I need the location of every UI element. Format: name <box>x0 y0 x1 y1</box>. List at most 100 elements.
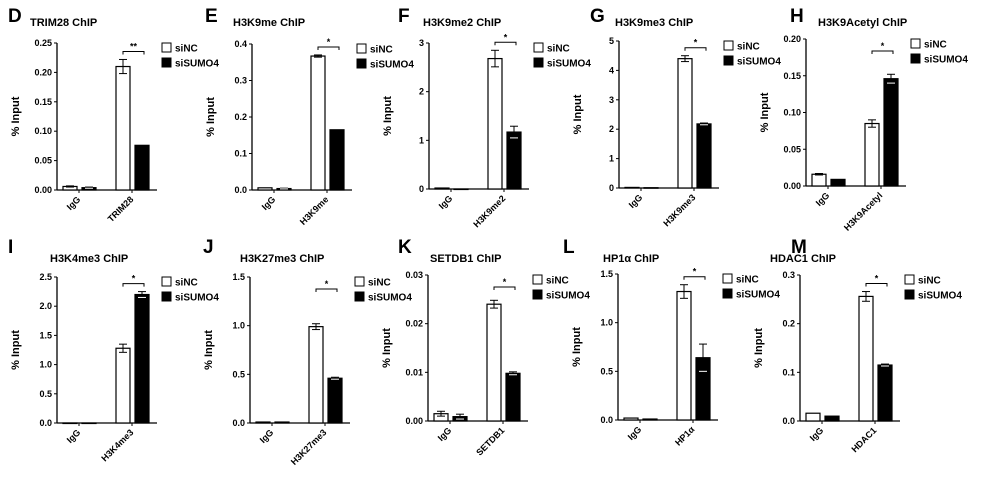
legend-label: siNC <box>546 276 569 287</box>
x-tick-label: IgG <box>808 425 826 443</box>
significance-bracket <box>871 50 894 54</box>
bar-siNC <box>624 186 640 189</box>
panel-letter: H <box>790 6 804 27</box>
legend-swatch-siNC <box>533 42 544 53</box>
y-tick-label: 0.4 <box>234 39 247 49</box>
y-axis-label: % Input <box>382 96 394 136</box>
chart-title: H3K4me3 ChIP <box>50 253 128 265</box>
chart-panel-H: H H3K9Acetyl ChIP 0.00 0.05 0.10 0.15 0.20 % In… <box>759 6 968 233</box>
significance-marker: * <box>504 32 508 42</box>
bar-siSUMO4 <box>696 123 712 189</box>
y-axis-label: % Input <box>10 330 22 370</box>
legend-swatch-siSUMO4 <box>532 289 543 300</box>
panel-letter: D <box>8 6 22 27</box>
bar-siSUMO4 <box>643 187 659 189</box>
x-tick-label: HDAC1 <box>849 425 878 454</box>
panel-letter: M <box>791 237 807 258</box>
x-tick-label: IgG <box>65 194 83 212</box>
legend-swatch-siNC <box>722 273 733 284</box>
x-tick-label: IgG <box>626 424 644 442</box>
legend-swatch-siSUMO4 <box>910 53 921 64</box>
y-tick-label: 0.10 <box>783 108 801 118</box>
y-tick-label: 4 <box>609 65 614 75</box>
y-tick-label: 0.02 <box>405 319 423 329</box>
legend-swatch-siNC <box>161 276 172 287</box>
bar-siNC <box>255 421 271 424</box>
bar-siNC <box>257 187 273 191</box>
legend-swatch-siSUMO4 <box>161 57 172 68</box>
bar-siSUMO4 <box>505 372 521 422</box>
y-tick-label: 0.2 <box>782 319 795 329</box>
panel-letter: L <box>563 237 575 258</box>
panel-letter: F <box>398 6 410 27</box>
y-tick-label: 0.20 <box>783 34 801 44</box>
bar-siNC <box>676 290 692 421</box>
bar-siNC <box>310 55 326 191</box>
y-tick-label: 2 <box>609 124 614 134</box>
y-axis-label: % Input <box>571 327 583 367</box>
bar-siSUMO4 <box>134 293 150 424</box>
legend-label: siNC <box>547 44 570 55</box>
x-tick-label: H3K9me <box>298 194 331 227</box>
legend-label: siSUMO4 <box>368 293 412 304</box>
bar-siSUMO4 <box>134 144 150 191</box>
significance-bracket <box>315 288 338 292</box>
y-tick-label: 0.5 <box>39 389 52 399</box>
y-tick-label: 0.00 <box>405 416 423 426</box>
chart-panel-E: E H3K9me ChIP 0.0 0.1 0.2 0.3 0.4 % Input IgG H3K… <box>205 6 414 227</box>
y-tick-label: 0.3 <box>782 270 795 280</box>
chart-title: HDAC1 ChIP <box>770 253 836 265</box>
chart-title: H3K9me2 ChIP <box>423 17 501 29</box>
y-tick-label: 2 <box>419 87 424 97</box>
y-tick-label: 1.0 <box>39 360 52 370</box>
legend-label: siNC <box>368 278 391 289</box>
legend-swatch-siNC <box>356 43 367 54</box>
significance-marker: * <box>132 274 136 284</box>
x-tick-label: H3K9Acetyl <box>842 190 884 232</box>
legend-swatch-siSUMO4 <box>161 291 172 302</box>
y-tick-label: 0.1 <box>782 367 795 377</box>
x-tick-label: H3K4me3 <box>99 427 135 463</box>
significance-marker: * <box>325 279 329 289</box>
significance-bracket <box>122 50 145 55</box>
significance-marker: * <box>881 41 885 51</box>
x-tick-label: HP1α <box>673 424 697 448</box>
bar-siSUMO4 <box>453 188 469 191</box>
legend-swatch-siNC <box>161 42 172 53</box>
x-tick-label: SETDB1 <box>474 425 506 457</box>
x-tick-label: TRIM28 <box>106 194 136 224</box>
y-tick-label: 0.20 <box>34 67 52 77</box>
legend-swatch-siSUMO4 <box>722 288 733 299</box>
legend-label: siSUMO4 <box>737 57 781 68</box>
y-tick-label: 0.1 <box>234 149 247 159</box>
bar-siNC <box>308 326 324 424</box>
y-tick-label: 0.0 <box>234 185 247 195</box>
x-tick-label: H3K9me2 <box>471 193 507 229</box>
legend-label: siSUMO4 <box>175 59 219 70</box>
y-tick-label: 0.0 <box>232 418 245 428</box>
significance-bracket <box>317 46 340 50</box>
y-tick-label: 0.01 <box>405 367 423 377</box>
y-axis-label: % Input <box>572 94 584 134</box>
significance-marker: ** <box>130 41 138 51</box>
legend-swatch-siNC <box>904 274 915 285</box>
y-tick-label: 1.5 <box>39 330 52 340</box>
legend-swatch-siSUMO4 <box>904 289 915 300</box>
y-tick-label: 1 <box>609 154 614 164</box>
y-tick-label: 0.00 <box>783 181 801 191</box>
y-tick-label: 0.03 <box>405 270 423 280</box>
y-tick-label: 0.25 <box>34 38 52 48</box>
legend-swatch-siSUMO4 <box>533 57 544 68</box>
y-tick-label: 1.5 <box>600 269 613 279</box>
y-tick-label: 3 <box>419 38 424 48</box>
x-tick-label: H3K9me3 <box>661 192 697 228</box>
bar-siNC <box>62 422 78 425</box>
y-axis-label: % Input <box>381 328 393 368</box>
chart-title: HP1α ChIP <box>603 253 659 265</box>
legend-swatch-siSUMO4 <box>356 58 367 69</box>
chart-title: TRIM28 ChIP <box>30 17 97 29</box>
chart-panel-K: K SETDB1 ChIP 0.00 0.01 0.02 0.03 % Input IgG SE… <box>381 237 590 458</box>
x-tick-label: IgG <box>627 192 645 210</box>
bar-siSUMO4 <box>327 377 343 424</box>
bar-siNC <box>115 65 131 191</box>
